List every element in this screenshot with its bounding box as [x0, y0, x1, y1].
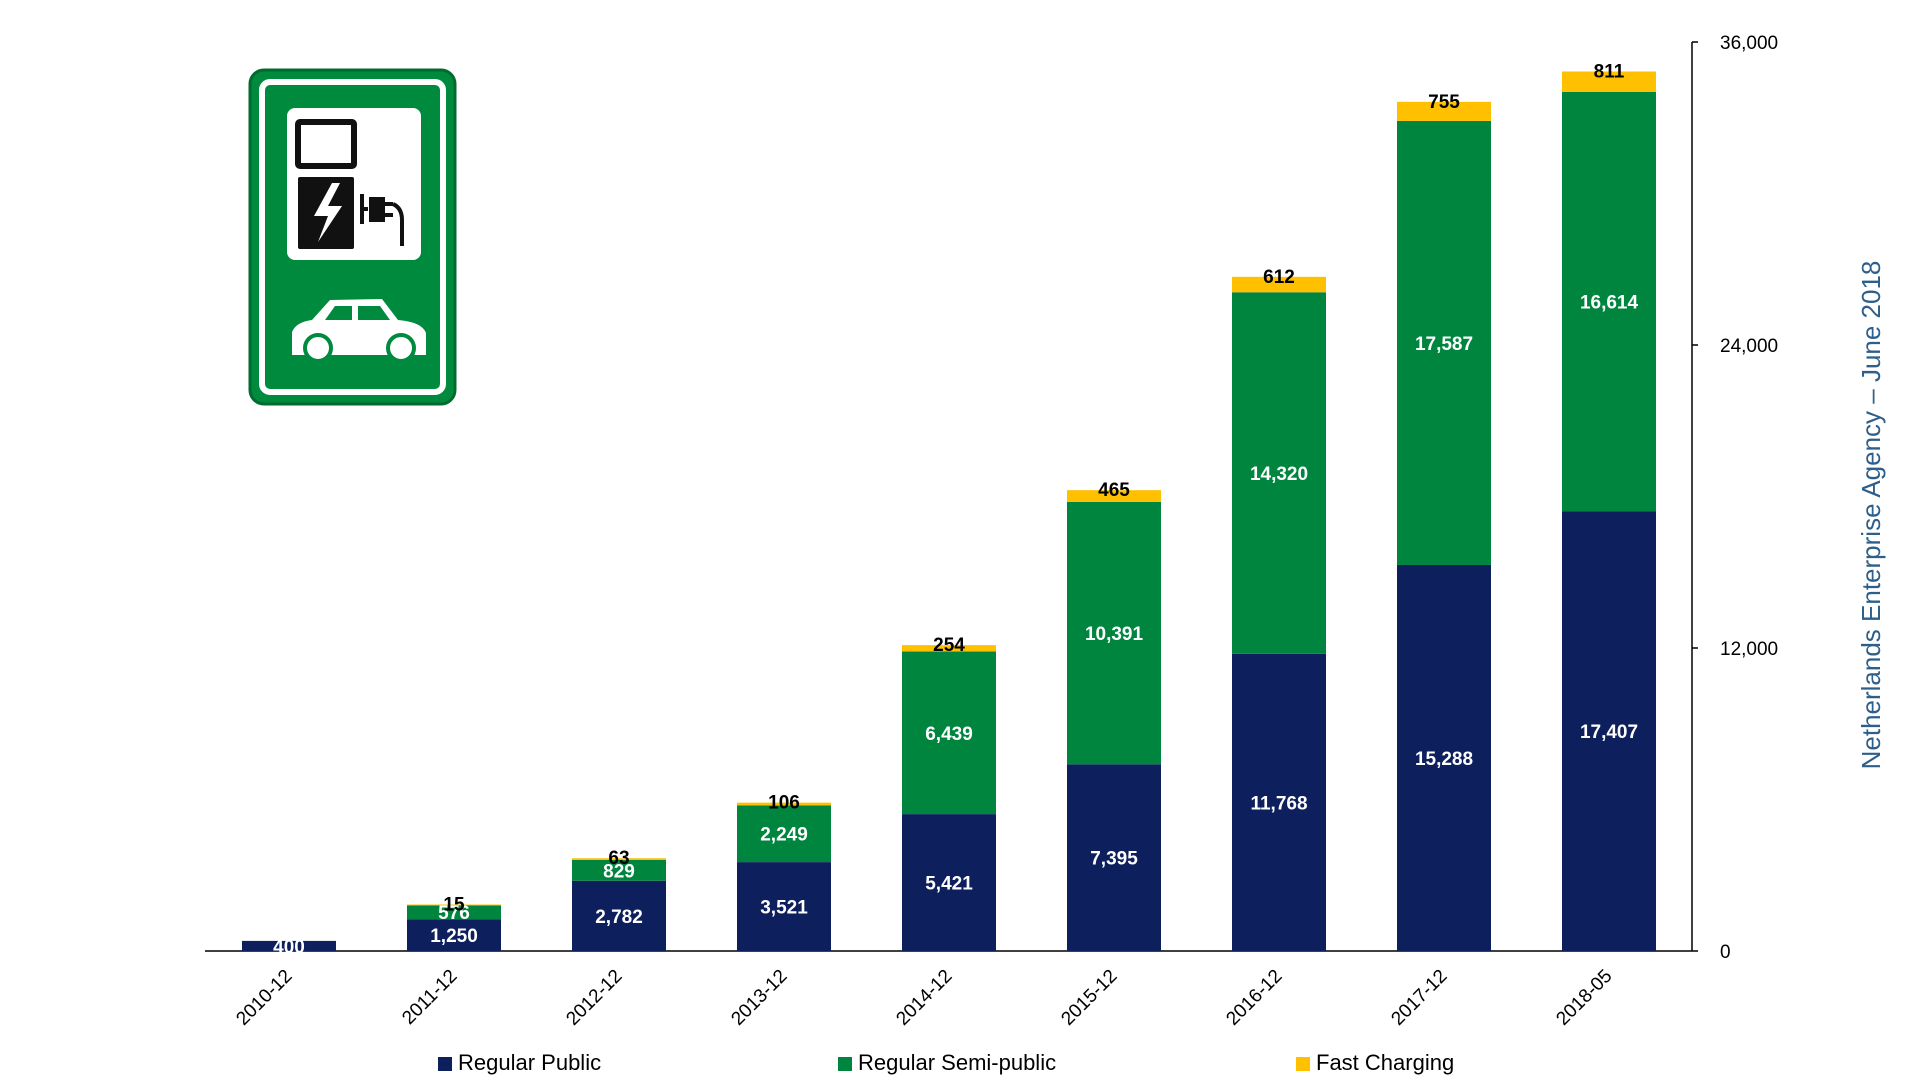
bar-segment-regular-semi-public-2015-12	[1067, 501, 1161, 765]
legend-swatch	[1296, 1057, 1310, 1071]
x-ticks-group: 2010-12 2011-12 2012-12 2013-12 2014-12 2015-…	[232, 966, 1616, 1030]
bar-value-label: 811	[1594, 61, 1625, 82]
bar-value-label: 7,395	[1090, 849, 1138, 870]
bar-value-label: 16,614	[1580, 293, 1639, 314]
bar-segment-regular-semi-public-2012-12	[572, 859, 666, 881]
legend-label: Regular Public	[458, 1050, 601, 1075]
bar-segment-regular-semi-public-2016-12	[1232, 292, 1326, 654]
y-tick-label: 0	[1720, 942, 1731, 963]
y-tick-label: 12,000	[1720, 639, 1778, 660]
bar-value-label: 106	[768, 793, 800, 814]
bar-value-label: 400	[273, 937, 305, 958]
x-tick-label: 2014-12	[892, 966, 956, 1030]
bar-segment-regular-semi-public-2011-12	[407, 904, 501, 920]
bar-value-label: 755	[1428, 92, 1460, 113]
bar-segment-regular-public-2015-12	[1067, 764, 1161, 951]
y-ticks-group: 0 12,000 24,000 36,000	[1692, 33, 1778, 963]
legend-swatch	[438, 1057, 452, 1071]
ev-charging-station-sign-icon	[248, 68, 457, 406]
bar-segment-fast-charging-2011-12	[407, 904, 501, 906]
x-tick-label: 2015-12	[1057, 966, 1121, 1030]
y-axis-label: Netherlands Enterprise Agency – June 201…	[1856, 261, 1886, 770]
x-tick-label: 2011-12	[398, 966, 461, 1029]
bar-segment-regular-public-2012-12	[572, 880, 666, 951]
bars-group	[242, 71, 1656, 951]
x-tick-label: 2017-12	[1387, 966, 1451, 1030]
bar-segment-regular-public-2013-12	[737, 862, 831, 951]
bar-segment-regular-semi-public-2013-12	[737, 805, 831, 863]
bar-value-label: 254	[933, 635, 965, 656]
x-tick-label: 2012-12	[562, 966, 626, 1030]
bar-segment-fast-charging-2014-12	[902, 645, 996, 652]
y-tick-label: 24,000	[1720, 336, 1778, 357]
bar-segment-fast-charging-2012-12	[572, 858, 666, 860]
bar-value-label: 17,407	[1580, 722, 1638, 743]
bar-value-label: 1,250	[430, 926, 478, 947]
x-tick-label: 2010-12	[232, 966, 296, 1030]
bar-segment-regular-public-2018-05	[1562, 511, 1656, 951]
bar-value-label: 11,768	[1250, 793, 1307, 814]
bar-value-label: 17,587	[1415, 334, 1473, 355]
bar-segment-regular-public-2017-12	[1397, 564, 1491, 951]
bar-segment-regular-public-2011-12	[407, 919, 501, 951]
bar-segment-regular-semi-public-2018-05	[1562, 91, 1656, 512]
bar-segment-regular-public-2010-12	[242, 940, 336, 951]
bar-value-label: 10,391	[1085, 624, 1144, 645]
bar-value-label: 5,421	[925, 874, 973, 895]
bar-value-label: 465	[1098, 480, 1130, 501]
bar-value-label: 3,521	[760, 898, 808, 919]
y-tick-label: 36,000	[1720, 33, 1778, 54]
legend: Regular Public Regular Semi-public Fast Ch…	[438, 1050, 1454, 1075]
bar-segment-regular-public-2016-12	[1232, 653, 1326, 951]
bar-segment-regular-semi-public-2014-12	[902, 651, 996, 815]
legend-label: Regular Semi-public	[858, 1050, 1056, 1075]
bar-value-label: 15	[443, 895, 465, 916]
bar-value-label: 63	[608, 848, 629, 869]
bar-value-label: 2,782	[595, 907, 643, 928]
bar-segment-fast-charging-2013-12	[737, 802, 831, 806]
legend-swatch	[838, 1057, 852, 1071]
x-tick-label: 2013-12	[727, 966, 791, 1030]
bar-segment-fast-charging-2016-12	[1232, 276, 1326, 293]
bar-value-label: 576	[438, 903, 470, 924]
bar-segment-regular-public-2014-12	[902, 814, 996, 951]
bar-value-label: 15,288	[1415, 749, 1473, 770]
bar-value-label: 14,320	[1250, 464, 1308, 485]
bar-segment-regular-semi-public-2017-12	[1397, 120, 1491, 565]
bar-segment-fast-charging-2018-05	[1562, 71, 1656, 92]
bar-value-label: 6,439	[925, 724, 973, 745]
bar-segment-fast-charging-2015-12	[1067, 490, 1161, 502]
bar-value-label: 2,249	[760, 825, 808, 846]
x-tick-label: 2018-05	[1552, 966, 1616, 1030]
x-tick-label: 2016-12	[1222, 966, 1286, 1030]
bar-segment-fast-charging-2017-12	[1397, 101, 1491, 121]
bar-value-label: 829	[603, 861, 635, 882]
bar-value-label: 612	[1263, 267, 1295, 288]
legend-label: Fast Charging	[1316, 1050, 1454, 1075]
